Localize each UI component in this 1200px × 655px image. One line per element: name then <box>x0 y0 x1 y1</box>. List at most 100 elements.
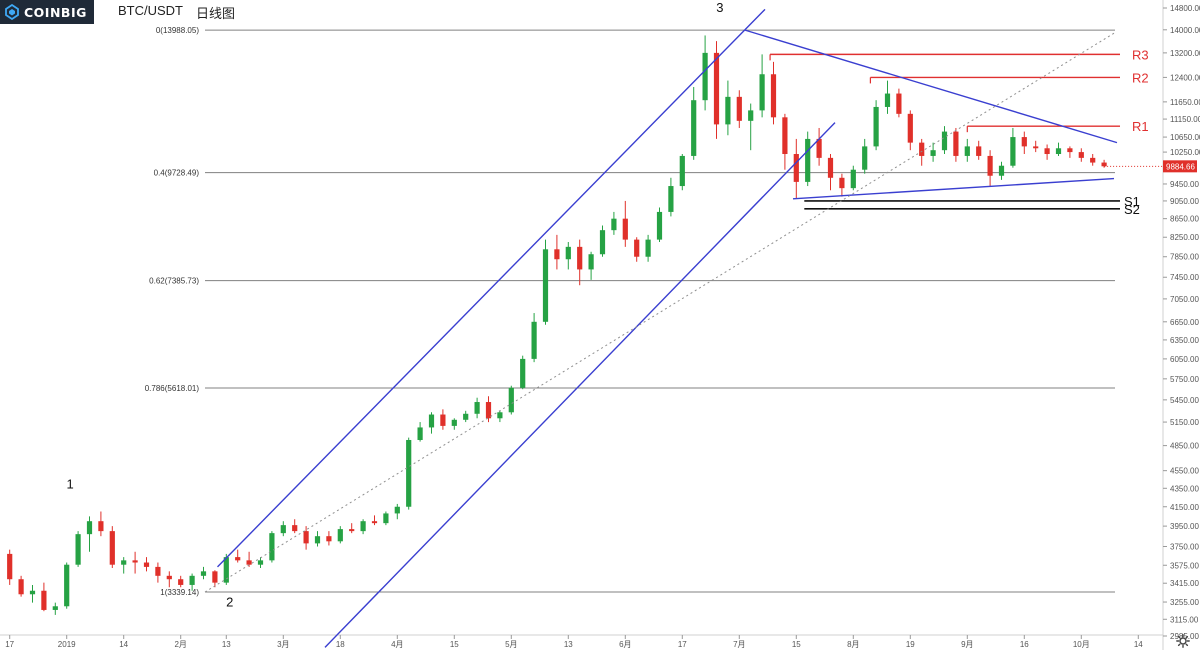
channel-upper-line <box>217 8 766 568</box>
triangle-upper-line <box>744 29 1118 144</box>
candle-body <box>770 74 777 118</box>
wave-label: 1 <box>67 476 74 491</box>
candle-body <box>86 521 93 535</box>
candle-body <box>736 96 742 121</box>
support-label: S1 <box>1124 194 1140 209</box>
wave-label: 3 <box>716 0 723 15</box>
candle-body <box>1010 137 1016 166</box>
candle-body <box>1055 148 1062 155</box>
fib-level-label: 0.62(7385.73) <box>149 277 199 286</box>
candle-body <box>155 566 161 576</box>
candle-body <box>805 138 811 182</box>
price-tick-label: 3575.00 <box>1170 561 1199 570</box>
time-tick-label: 7月 <box>733 640 745 649</box>
resistance-label: R1 <box>1132 119 1149 134</box>
price-tick-label: 4150.00 <box>1170 503 1199 512</box>
price-tick-label: 8650.00 <box>1170 215 1199 224</box>
candle-body <box>451 419 457 426</box>
price-tick-label: 7850.00 <box>1170 253 1199 262</box>
candle-body <box>941 131 948 151</box>
candle-body <box>976 146 982 156</box>
candle-body <box>873 106 879 147</box>
candle-body <box>132 560 138 563</box>
price-tick-label: 5750.00 <box>1170 375 1199 384</box>
time-tick-label: 17 <box>678 640 687 649</box>
price-tick-label: 7450.00 <box>1170 273 1199 282</box>
candles: 9884.66 <box>7 35 1197 615</box>
candle-body <box>1044 148 1050 155</box>
candle-body <box>189 575 195 585</box>
time-tick-label: 14 <box>119 640 128 649</box>
candle-body <box>360 521 366 532</box>
price-tick-label: 14800.00 <box>1170 4 1200 13</box>
candle-body <box>622 218 628 240</box>
candle-body <box>679 155 685 187</box>
price-tick-label: 4550.00 <box>1170 467 1199 476</box>
price-tick-label: 9050.00 <box>1170 197 1199 206</box>
candle-body <box>531 321 537 359</box>
candle-body <box>554 249 560 260</box>
candle-body <box>565 246 571 260</box>
price-tick-label: 14000.00 <box>1170 26 1200 35</box>
price-tick-label: 3750.00 <box>1170 543 1199 552</box>
time-tick-label: 5月 <box>505 640 517 649</box>
price-tick-label: 5450.00 <box>1170 396 1199 405</box>
candle-body <box>599 230 606 255</box>
candle-body <box>1021 137 1027 147</box>
candle-body <box>759 74 765 111</box>
price-tick-label: 13200.00 <box>1170 49 1200 58</box>
candle-body <box>964 146 970 156</box>
candle-body <box>508 387 514 413</box>
candle-body <box>269 533 275 561</box>
time-tick-label: 14 <box>1134 640 1143 649</box>
candle-body <box>394 506 400 514</box>
candle-body <box>349 529 355 532</box>
price-tick-label: 9450.00 <box>1170 180 1199 189</box>
candle-body <box>326 536 332 542</box>
brand-logo: COINBIG <box>0 0 94 24</box>
current-price-label: 9884.66 <box>1166 162 1195 171</box>
support-label: S2 <box>1124 202 1140 217</box>
timeframe-title[interactable]: 日线图 <box>196 6 236 21</box>
candle-body <box>793 154 799 182</box>
time-tick-label: 4月 <box>391 640 403 649</box>
trendline-drawings <box>204 8 1118 648</box>
candle-body <box>303 531 309 544</box>
time-tick-label: 10月 <box>1073 640 1090 649</box>
price-tick-label: 7050.00 <box>1170 295 1199 304</box>
candle-body <box>542 249 549 322</box>
time-tick-label: 2月 <box>174 640 186 649</box>
gear-icon[interactable] <box>1176 634 1190 648</box>
time-tick-label: 15 <box>450 640 459 649</box>
candle-body <box>907 113 913 143</box>
time-tick-label: 19 <box>906 640 915 649</box>
candle-body <box>383 513 389 524</box>
candle-body <box>371 521 378 524</box>
candle-body <box>748 110 754 121</box>
fib-retracement: 0(13988.05) 0.4(9728.49) 0.62(7385.73) 0.78… <box>145 26 1115 597</box>
price-tick-label: 4850.00 <box>1170 442 1199 451</box>
candle-body <box>713 52 720 125</box>
candle-body <box>919 142 925 156</box>
time-tick-label: 6月 <box>619 640 631 649</box>
price-tick-label: 5150.00 <box>1170 418 1199 427</box>
candle-body <box>634 239 640 257</box>
time-tick-label: 13 <box>564 640 573 649</box>
price-tick-label: 11650.00 <box>1170 98 1200 107</box>
candle-body <box>816 138 822 158</box>
candle-body <box>314 536 321 544</box>
candle-body <box>7 553 13 580</box>
candle-body <box>577 246 583 270</box>
candle-body <box>235 557 241 561</box>
time-tick-label: 8月 <box>847 640 859 649</box>
symbol-title[interactable]: BTC/USDT <box>118 3 183 18</box>
price-tick-label: 8250.00 <box>1170 233 1199 242</box>
candle-body <box>827 157 834 178</box>
price-tick-label: 12400.00 <box>1170 73 1200 82</box>
candle-body <box>645 239 651 257</box>
price-tick-label: 3255.00 <box>1170 598 1199 607</box>
candle-body <box>292 525 298 532</box>
